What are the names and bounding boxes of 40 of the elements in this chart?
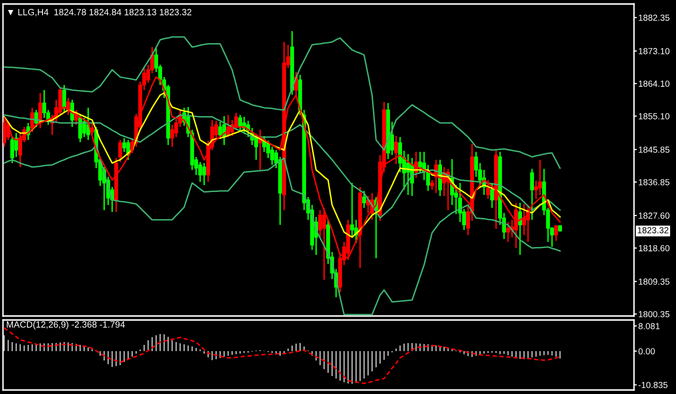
- candlestick: [10, 136, 14, 164]
- y-tick-label: 1818.60: [638, 245, 670, 252]
- candlestick: [86, 107, 90, 141]
- candlestick: [506, 221, 510, 243]
- y-tick-label: 1836.85: [638, 179, 670, 186]
- chart-title: ▼ LLG,H4 1824.78 1824.84 1823.13 1823.32: [8, 8, 192, 16]
- candlestick: [78, 114, 82, 143]
- y-tick-label: 1882.35: [638, 14, 670, 21]
- candlestick: [122, 137, 126, 153]
- candlestick: [518, 202, 522, 256]
- candlestick: [362, 190, 366, 209]
- y-tick-label: 8.081: [638, 323, 660, 330]
- y-tick-label: 0.00: [638, 348, 655, 354]
- y-tick-label: 1873.10: [638, 48, 670, 54]
- candlestick: [218, 121, 222, 140]
- y-tick-label: 1845.85: [638, 146, 670, 153]
- y-tick-label: 1827.60: [638, 212, 670, 219]
- candlestick: [490, 182, 494, 209]
- candlestick: [238, 114, 242, 133]
- y-tick-label: 1855.10: [638, 113, 670, 120]
- candlestick: [202, 162, 206, 186]
- text: 1823.32: [638, 227, 668, 234]
- candlestick: [530, 168, 534, 221]
- candlestick: [514, 202, 518, 249]
- y-tick-label: -10.835: [638, 382, 668, 388]
- y-tick-label: 1809.35: [638, 278, 670, 285]
- candlestick: [394, 135, 398, 165]
- candlestick: [62, 84, 66, 114]
- line-series: [4, 36, 561, 169]
- line-series: [4, 144, 561, 316]
- candlestick: [486, 179, 490, 200]
- chart-title: MACD(12,26,9) -2.368 -1.794: [6, 321, 125, 330]
- candlestick: [554, 224, 558, 242]
- candlestick: [118, 139, 122, 163]
- candlestick: [198, 161, 202, 183]
- candlestick: [66, 97, 70, 116]
- line-series: [4, 92, 561, 238]
- y-tick-label: 1800.35: [638, 311, 670, 318]
- y-tick-label: 1864.10: [638, 80, 670, 87]
- candlestick: [538, 159, 542, 196]
